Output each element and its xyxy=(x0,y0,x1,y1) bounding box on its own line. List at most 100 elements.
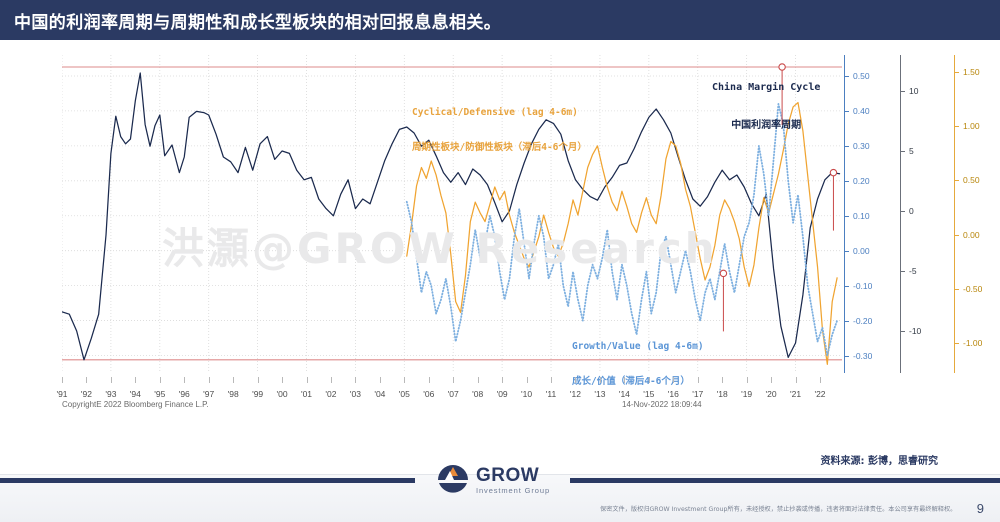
x-axis-tick-label: '12 xyxy=(569,389,582,399)
y-axis-orange-tick-label: 0.00 xyxy=(963,229,980,240)
x-axis-tickmark xyxy=(355,377,357,383)
x-axis-tickmark xyxy=(257,377,259,383)
y-axis-orange-tickmark xyxy=(954,288,959,290)
chart-title-cn: 中国利润率周期 xyxy=(731,119,802,131)
y-axis-navy-tickmark xyxy=(900,331,905,332)
x-axis-tick-label: '92 xyxy=(80,389,92,399)
x-axis-tickmark xyxy=(746,377,748,383)
x-axis-tickmark xyxy=(208,377,210,383)
y-axis-navy-tickmark xyxy=(900,91,905,92)
x-axis-tick-label: '09 xyxy=(496,389,508,399)
x-axis-tickmark xyxy=(428,377,430,383)
x-axis-tickmark xyxy=(722,377,724,383)
y-axis-blue-tickmark xyxy=(844,250,849,252)
x-axis-tickmark xyxy=(526,377,528,383)
x-axis-tickmark xyxy=(624,377,626,383)
footer-rule-right xyxy=(570,478,1000,483)
y-axis-orange-tick-label: 1.00 xyxy=(963,121,980,132)
chart-svg xyxy=(62,55,842,373)
x-axis-tick-label: '15 xyxy=(643,389,655,399)
grow-logo-text: GROW Investment Group xyxy=(476,466,550,495)
growth-value-label-en: Growth/Value (lag 4-6m) xyxy=(572,340,704,352)
x-axis-tickmark xyxy=(86,377,88,383)
x-axis-tickmark xyxy=(599,377,601,383)
y-axis-navy-tick-label: 10 xyxy=(909,86,919,96)
x-axis-tickmark xyxy=(673,377,675,383)
x-axis-tickmark xyxy=(648,377,650,383)
y-axis-blue-tick-label: 0.20 xyxy=(853,175,870,186)
x-axis-tick-label: '17 xyxy=(692,389,704,399)
x-axis-tickmark xyxy=(575,377,577,383)
x-axis: '91 '92 '93 '94 '95 '96 '97 '98 '99 '00 '01 '02 '03 '… xyxy=(56,377,842,399)
y-axis-blue-spine xyxy=(844,55,845,373)
y-axis-blue-tickmark xyxy=(844,355,849,357)
x-axis-tickmark xyxy=(453,377,455,383)
x-axis-tick-label: '02 xyxy=(325,389,337,399)
y-axis-blue-tickmark xyxy=(844,215,849,217)
growth-value-legend: Growth/Value (lag 4-6m) 成长/价值（滞后4-6个月） xyxy=(572,317,704,412)
source-note: 资料来源: 彭博，思睿研究 xyxy=(820,456,938,467)
chart-title-annotation: China Margin Cycle 中国利润率周期 xyxy=(712,57,820,157)
x-axis-tick-label: '14 xyxy=(618,389,630,399)
x-axis-tick-label: '97 xyxy=(203,389,215,399)
grow-logo-title: GROW xyxy=(476,464,540,486)
x-axis-tick-label: '00 xyxy=(276,389,288,399)
y-axis-blue-tick-label: 0.50 xyxy=(853,70,870,81)
x-axis-tick-label: '05 xyxy=(398,389,410,399)
cyclical-defensive-label-en: Cyclical/Defensive (lag 4-6m) xyxy=(412,106,578,118)
y-axis-orange-tick-label: 1.50 xyxy=(963,67,980,78)
chart-plot-area: 洪灝@GROW Research China Margin Cycle 中国利润… xyxy=(62,55,842,387)
x-axis-tickmark xyxy=(795,377,797,383)
x-axis-tick-label: '98 xyxy=(227,389,239,399)
y-axis-navy-tick-label: -5 xyxy=(909,266,917,276)
x-axis-tick-label: '20 xyxy=(765,389,777,399)
x-axis-tick-label: '16 xyxy=(667,389,679,399)
x-axis-tickmark xyxy=(62,377,63,383)
y-axis-orange-tickmark xyxy=(954,342,959,344)
x-axis-tick-label: '04 xyxy=(374,389,386,399)
x-axis-tick-label: '13 xyxy=(594,389,606,399)
y-axis-navy-tickmark xyxy=(900,211,905,212)
x-axis-tickmark xyxy=(477,377,479,383)
x-axis-tick-label: '95 xyxy=(154,389,166,399)
x-axis-tick-label: '11 xyxy=(545,389,557,399)
x-axis-tick-label: '91 xyxy=(56,389,68,399)
x-axis-tick-label: '22 xyxy=(814,389,826,399)
x-axis-tick-label: '21 xyxy=(789,389,802,399)
x-axis-tickmark xyxy=(697,377,699,383)
x-axis-tick-label: '10 xyxy=(521,389,533,399)
y-axis-blue-tick-label: 0.30 xyxy=(853,140,870,151)
y-axis-blue: 0.50 0.40 0.30 0.20 0.10 0.00 -0.10 -0.20 -0.30 xyxy=(844,55,902,373)
y-axis-navy-spine xyxy=(900,55,901,373)
x-axis-tick-label: '08 xyxy=(472,389,484,399)
x-axis-tickmark xyxy=(330,377,332,383)
chart-container: 洪灝@GROW Research China Margin Cycle 中国利润… xyxy=(56,55,982,409)
y-axis-blue-tick-label: -0.20 xyxy=(853,315,873,326)
y-axis-blue-tickmark xyxy=(844,145,849,147)
x-axis-tick-label: '93 xyxy=(105,389,117,399)
y-axis-navy: 10 5 0 -5 -10 xyxy=(900,55,958,373)
x-axis-tick-label: '18 xyxy=(716,389,728,399)
x-axis-tick-label: '01 xyxy=(300,389,313,399)
x-axis-tickmark xyxy=(404,377,406,383)
cyclical-defensive-label-cn: 周期性板块/防御性板块（滞后4-6个月） xyxy=(412,142,587,154)
x-axis-tick-label: '07 xyxy=(447,389,459,399)
y-axis-orange-tick-label: -1.00 xyxy=(963,337,983,348)
x-axis-tickmark xyxy=(551,377,553,383)
x-axis-tick-label: '94 xyxy=(129,389,141,399)
y-axis-blue-tickmark xyxy=(844,320,849,322)
y-axis-orange-spine xyxy=(954,55,955,373)
page-title: 中国的利润率周期与周期性和成长型板块的相对回报息息相关。 xyxy=(14,12,502,33)
x-axis-tickmark xyxy=(379,377,381,383)
x-axis-tickmark xyxy=(233,377,235,383)
y-axis-orange-tickmark xyxy=(954,180,959,182)
grow-logo: GROW Investment Group xyxy=(435,462,550,498)
chart-title-en: China Margin Cycle xyxy=(712,82,821,93)
y-axis-navy-tickmark xyxy=(900,151,905,152)
x-axis-tick-label: '06 xyxy=(423,389,435,399)
y-axis-blue-tick-label: -0.10 xyxy=(853,280,873,291)
x-axis-tick-label: '99 xyxy=(252,389,264,399)
x-axis-tickmark xyxy=(135,377,137,383)
x-axis-tick-label: '03 xyxy=(349,389,361,399)
y-axis-orange: 1.50 1.00 0.50 0.00 -0.50 -1.00 xyxy=(954,55,1000,373)
